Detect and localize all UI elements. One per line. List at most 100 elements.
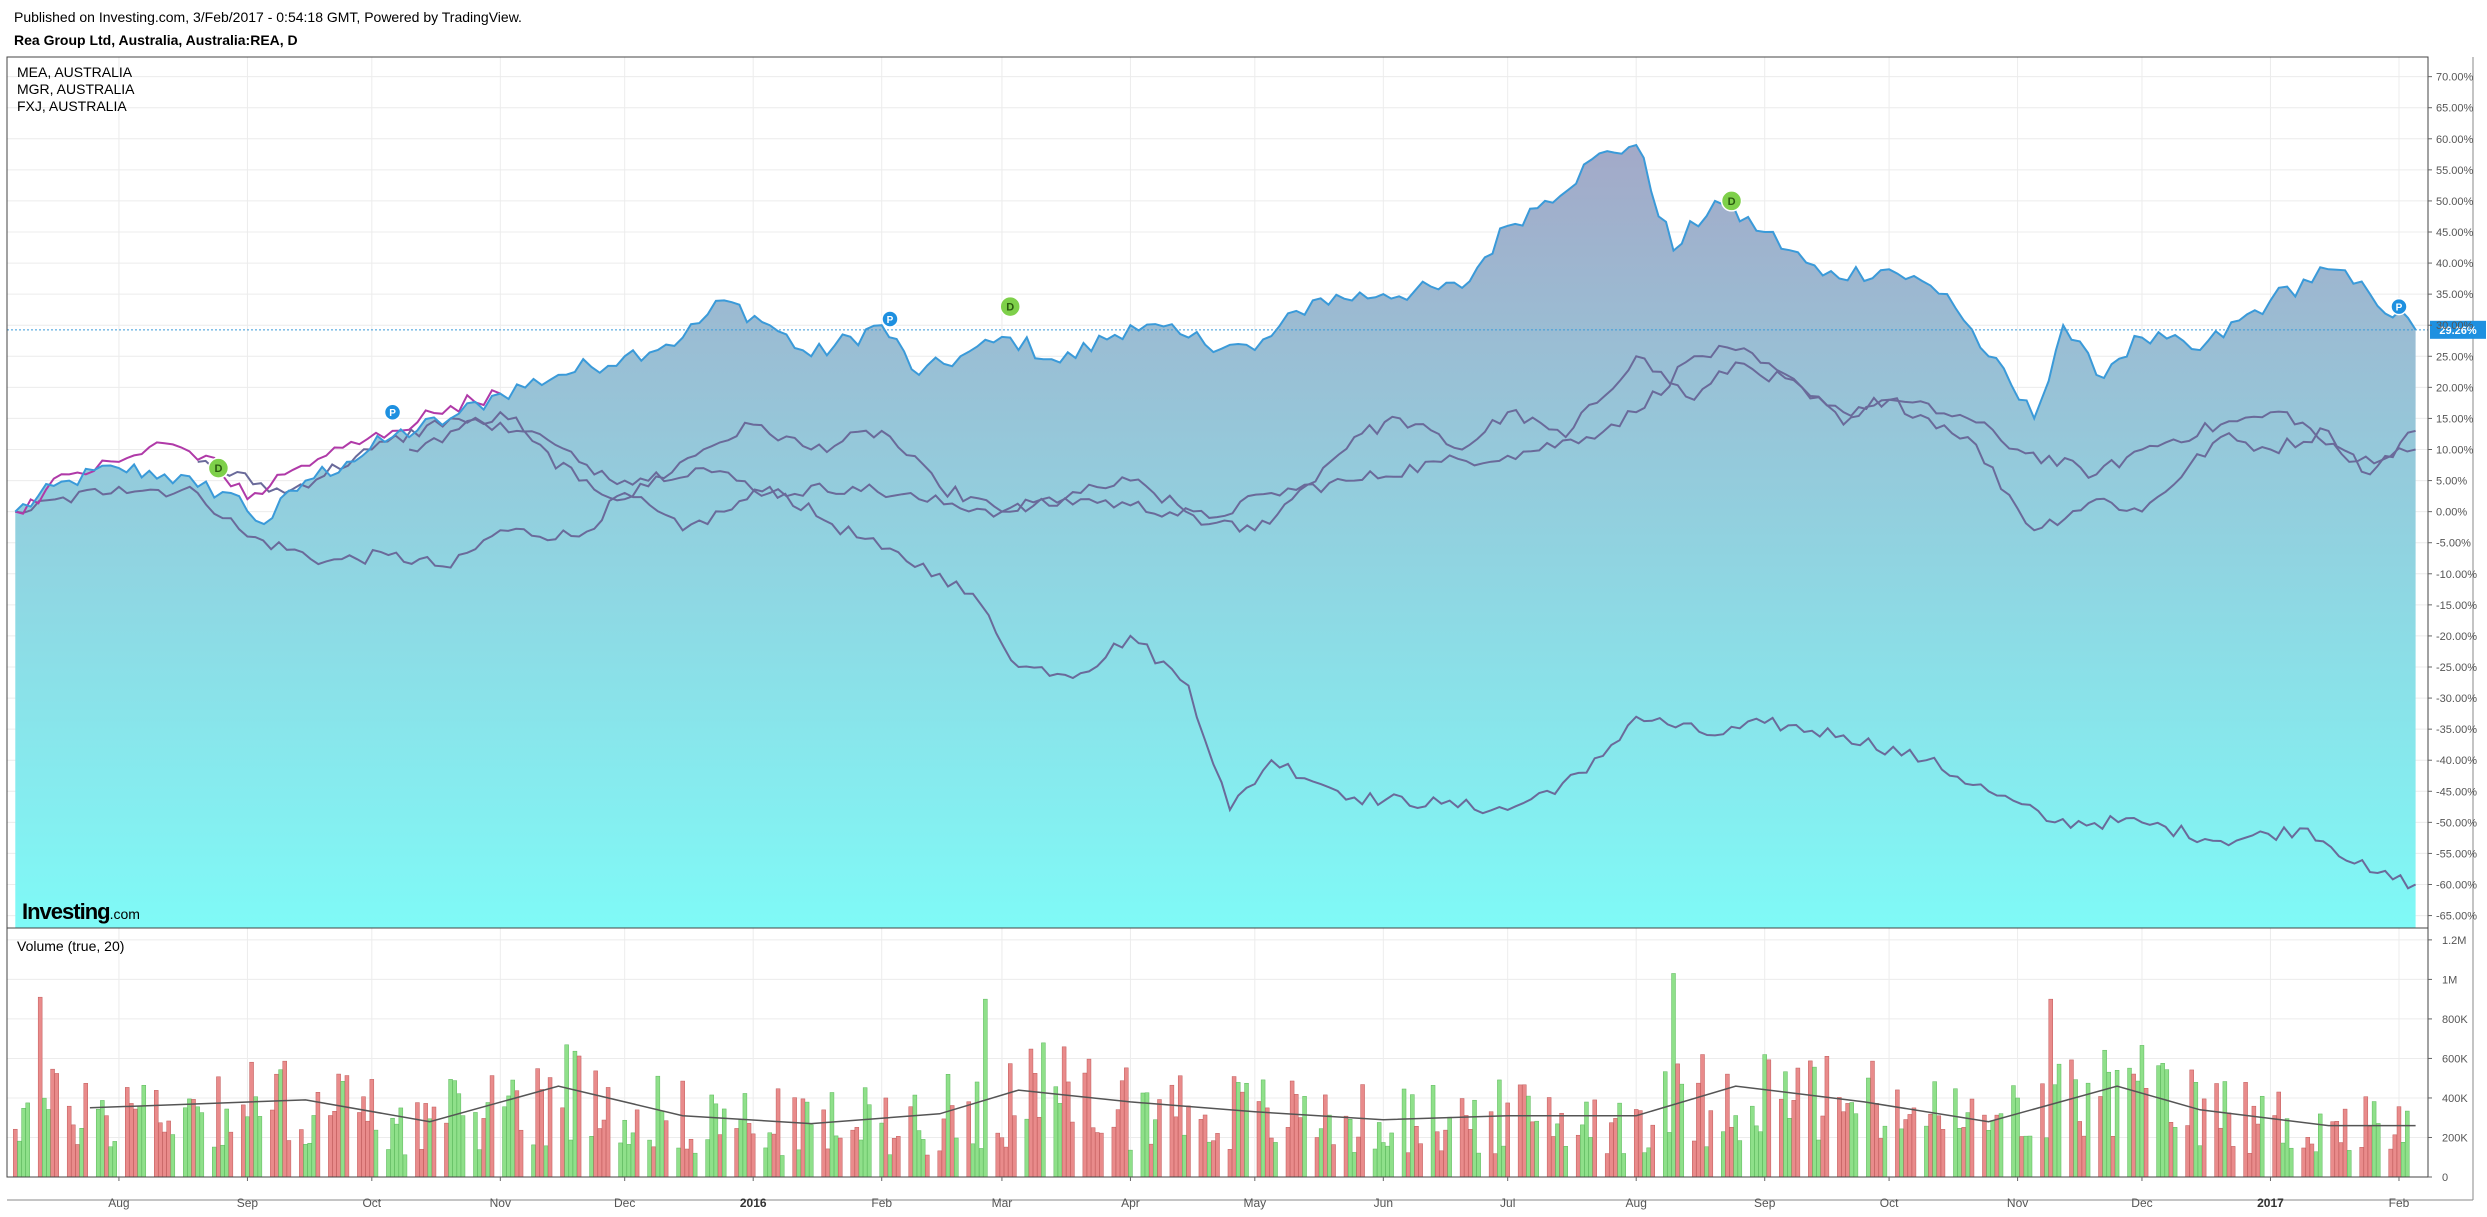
volume-bar [1032, 1073, 1038, 1178]
volume-bar [750, 1133, 756, 1178]
volume-bar [978, 1148, 984, 1178]
volume-bar [2044, 1137, 2049, 1178]
y-tick-label: -20.00% [2436, 631, 2477, 643]
volume-bar [2098, 1096, 2103, 1178]
legend-item-fxj[interactable]: FXJ, AUSTRALIA [17, 98, 127, 114]
volume-bar [2139, 1045, 2145, 1178]
volume-bar [1173, 1116, 1179, 1178]
volume-bar [1385, 1145, 1390, 1178]
volume-bar [1994, 1114, 2000, 1178]
volume-bar [1986, 1129, 1991, 1178]
volume-bar [158, 1122, 163, 1178]
y-tick-label: 5.00% [2436, 476, 2467, 488]
volume-bar [133, 1108, 138, 1178]
volume-bar [618, 1142, 623, 1178]
volume-bar [1003, 1146, 1009, 1178]
volume-bar [1476, 1152, 1481, 1178]
volume-bar [1936, 1115, 1942, 1178]
volume-bar [1331, 1144, 1336, 1178]
volume-bar [1099, 1132, 1104, 1178]
current-value-badge [2430, 320, 2486, 339]
volume-bar [95, 1108, 101, 1178]
dividend-marker[interactable] [207, 457, 230, 479]
volume-bar [1580, 1124, 1585, 1178]
y-tick-label: -5.00% [2436, 538, 2471, 550]
volume-bar [1534, 1120, 1539, 1178]
volume-bar [1443, 1129, 1448, 1178]
legend-item-mgr[interactable]: MGR, AUSTRALIA [17, 81, 135, 97]
y-tick-label: 50.00% [2436, 196, 2474, 208]
volume-bar [1227, 1149, 1233, 1178]
volume-bar [1613, 1118, 1618, 1178]
volume-bar [2222, 1081, 2228, 1178]
volume-bar [423, 1103, 428, 1178]
volume-bar [278, 1069, 283, 1178]
volume-bar [2040, 1083, 2045, 1178]
volume-bar [1584, 1101, 1589, 1178]
compare-line-fxj [408, 344, 2416, 519]
volume-bar [1269, 1137, 1274, 1178]
volume-bar [419, 1149, 424, 1178]
split-marker[interactable] [881, 310, 899, 328]
volume-bar [1642, 1152, 1647, 1178]
dividend-marker[interactable] [999, 295, 1021, 318]
volume-bar [249, 1061, 254, 1178]
volume-bar [1758, 1131, 1763, 1178]
split-marker[interactable] [2390, 297, 2408, 316]
volume-bar [829, 1092, 835, 1178]
volume-bar [2400, 1142, 2406, 1178]
volume-bar [390, 1117, 395, 1178]
volume-bar [1982, 1114, 1987, 1178]
volume-bar [1729, 1126, 1734, 1178]
dividend-marker[interactable] [1720, 190, 1743, 212]
x-tick-label: Feb [2389, 1196, 2410, 1210]
volume-bar [2027, 1135, 2033, 1178]
volume-bar [2305, 1137, 2310, 1178]
volume-bar [792, 1097, 797, 1178]
volume-bar [2388, 1148, 2393, 1178]
marker-label: P [887, 315, 894, 326]
volume-bar [1911, 1107, 1917, 1178]
split-marker[interactable] [383, 403, 402, 421]
volume-bar [1323, 1094, 1328, 1178]
volume-bar [427, 1118, 433, 1178]
volume-bar [473, 1112, 478, 1178]
volume-bar [2367, 1125, 2373, 1178]
volume-bar [502, 1106, 507, 1178]
volume-bar [2226, 1112, 2232, 1178]
x-tick-label: Jun [1374, 1196, 1393, 1210]
volume-bar [1638, 1110, 1643, 1178]
volume-bar [742, 1093, 748, 1178]
volume-bar [2052, 1084, 2058, 1178]
volume-bar [1140, 1092, 1146, 1178]
volume-bar [216, 1076, 221, 1178]
volume-bar [299, 1129, 304, 1178]
volume-bar [1439, 1150, 1444, 1178]
volume-bar [1501, 1145, 1506, 1178]
volume-bar [448, 1079, 453, 1178]
volume-bar [1318, 1128, 1324, 1178]
volume-bar [2396, 1106, 2402, 1178]
volume-bar [1202, 1114, 1208, 1178]
volume-bar [676, 1147, 681, 1178]
volume-bar [1924, 1125, 1929, 1178]
volume-bar [2376, 1123, 2381, 1178]
volume-bar [220, 1144, 225, 1178]
volume-bar [245, 1116, 250, 1178]
volume-bar [970, 1143, 976, 1178]
volume-bar [1169, 1084, 1175, 1178]
volume-bar [315, 1092, 321, 1178]
volume-bar [336, 1073, 341, 1178]
volume-bar [183, 1107, 188, 1178]
volume-bar [954, 1137, 959, 1178]
volume-bar [1675, 1063, 1680, 1178]
volume-bar [2243, 1082, 2248, 1178]
marker-label: D [1006, 302, 1014, 314]
volume-bar [2015, 1097, 2020, 1178]
event-markers[interactable]: D P P D D P [207, 190, 2408, 479]
legend-item-mea[interactable]: MEA, AUSTRALIA [17, 64, 133, 80]
volume-bar [270, 1109, 275, 1178]
volume-bar [518, 1129, 524, 1178]
volume-bar [775, 1088, 781, 1178]
